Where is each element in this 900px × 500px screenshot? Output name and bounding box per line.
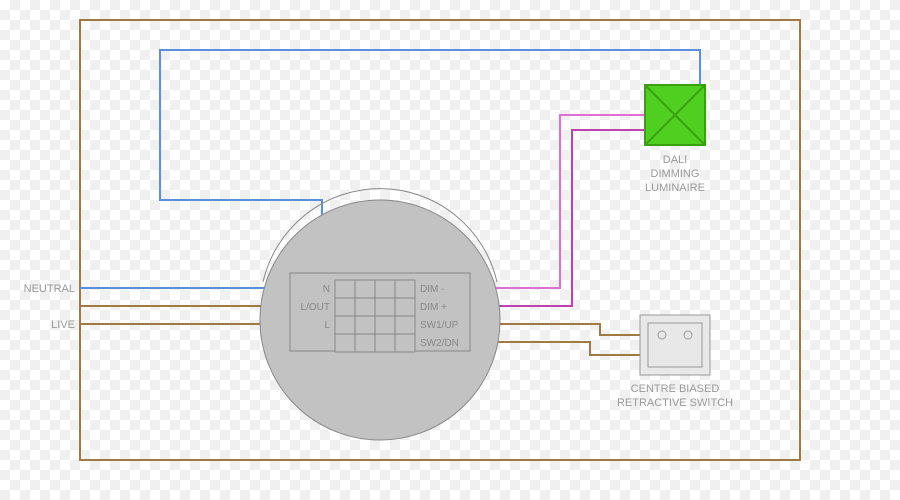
label-n: N xyxy=(323,284,330,295)
wiring-diagram: N L/OUT L DIM - DIM + SW1/UP SW2/DN NEUT… xyxy=(0,0,900,500)
label-luminaire-2: DIMMING xyxy=(651,168,700,180)
label-dim-plus: DIM + xyxy=(420,302,447,313)
label-luminaire-3: LUMINAIRE xyxy=(645,182,705,194)
label-live: LIVE xyxy=(51,319,75,331)
terminal-grid xyxy=(335,280,415,352)
retractive-switch xyxy=(640,315,710,375)
label-dim-minus: DIM - xyxy=(420,284,444,295)
dali-luminaire xyxy=(645,85,705,145)
label-sw1: SW1/UP xyxy=(420,320,459,331)
label-switch-1: CENTRE BIASED xyxy=(631,383,720,395)
label-neutral: NEUTRAL xyxy=(24,283,75,295)
label-sw2: SW2/DN xyxy=(420,338,459,349)
label-l: L xyxy=(324,320,330,331)
label-lout: L/OUT xyxy=(301,302,330,313)
label-switch-2: RETRACTIVE SWITCH xyxy=(617,397,733,409)
label-luminaire-1: DALI xyxy=(663,154,687,166)
